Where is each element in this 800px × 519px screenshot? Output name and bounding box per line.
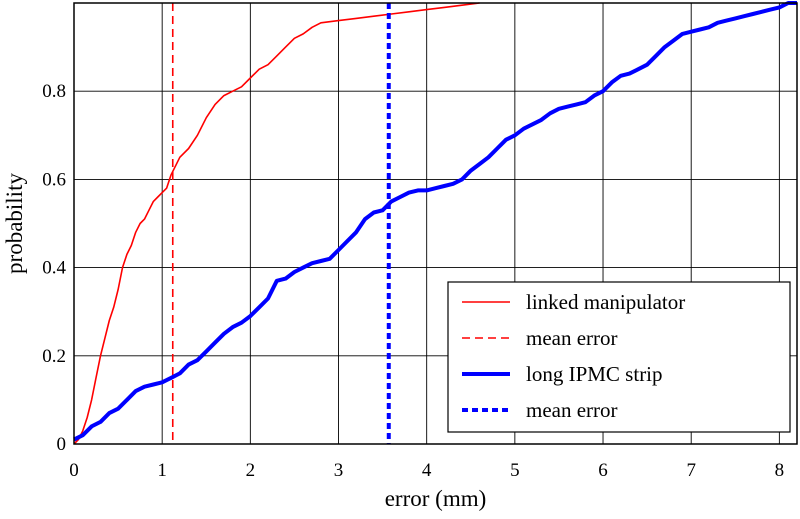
x-tick-label: 3 — [334, 460, 344, 481]
x-tick-label: 2 — [246, 460, 256, 481]
x-tick-label: 8 — [775, 460, 785, 481]
legend-label: mean error — [526, 398, 618, 422]
x-tick-label: 6 — [598, 460, 608, 481]
y-tick-label: 0.6 — [42, 169, 66, 190]
legend-label: long IPMC strip — [526, 362, 663, 386]
plot-frame — [73, 2, 798, 445]
legend: linked manipulator mean error long IPMC st… — [447, 281, 791, 433]
series-line-2 — [73, 1, 797, 442]
legend-box — [447, 281, 791, 433]
legend-label: linked manipulator — [526, 290, 685, 314]
y-tick-label: 0.8 — [42, 81, 66, 102]
y-tick-label: 0.4 — [42, 258, 66, 279]
x-tick-label: 7 — [686, 460, 696, 481]
x-tick-label: 4 — [422, 460, 432, 481]
y-tick-label: 0 — [57, 434, 67, 455]
x-tick-label: 1 — [157, 460, 167, 481]
x-tick-label: 5 — [510, 460, 520, 481]
y-tick-label: 0.2 — [42, 346, 66, 367]
tick-labels: 0 1 2 3 4 5 6 7 8 0 0.2 0.4 0.6 0.8 — [42, 81, 784, 481]
legend-label: mean error — [526, 326, 618, 350]
x-axis-label: error (mm) — [385, 486, 487, 511]
x-tick-label: 0 — [69, 460, 79, 481]
y-axis-label: probability — [2, 173, 27, 274]
series-line-0 — [73, 2, 480, 445]
series-group — [73, 1, 797, 445]
